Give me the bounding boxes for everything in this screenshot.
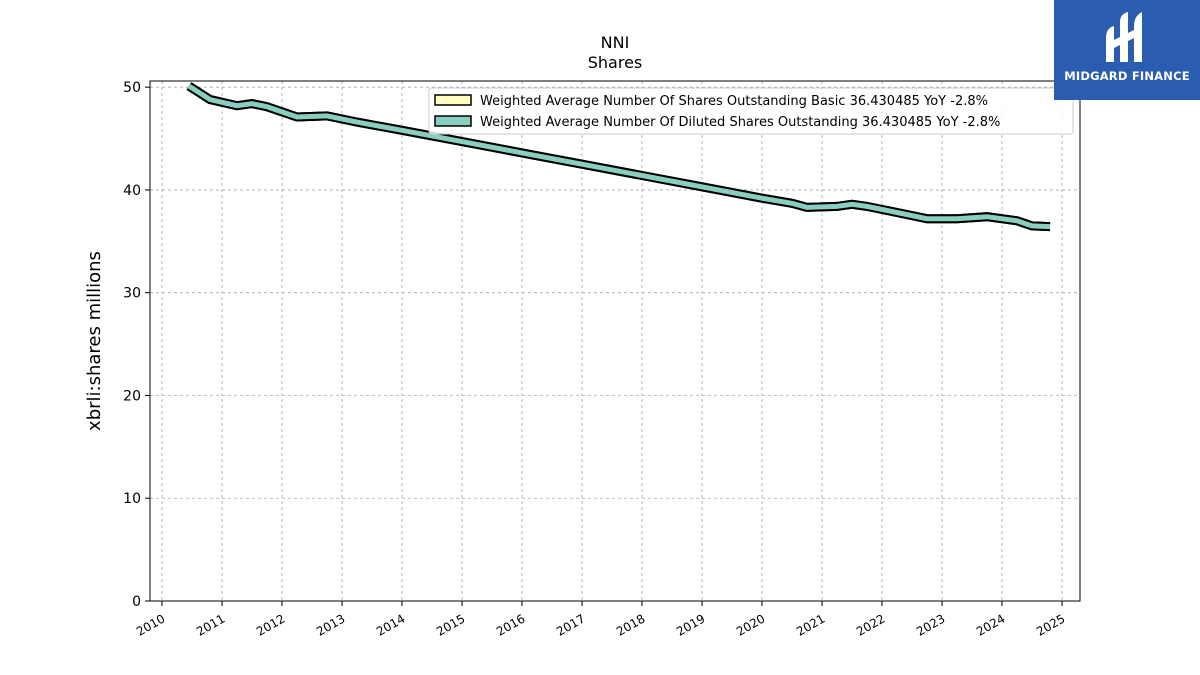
legend-swatch-1 xyxy=(434,115,472,127)
y-tick-label: 10 xyxy=(123,491,141,507)
legend[interactable]: Weighted Average Number Of Shares Outsta… xyxy=(428,87,1074,135)
y-tick-label: 20 xyxy=(123,388,141,404)
chart-subtitle: Shares xyxy=(587,53,643,72)
x-tick-label: 2018 xyxy=(614,611,647,638)
x-tick-label: 2011 xyxy=(194,611,227,638)
y-tick-label: 50 xyxy=(123,80,141,96)
x-tick-label: 2014 xyxy=(374,611,407,638)
y-tick-label: 30 xyxy=(123,286,141,302)
y-axis: 0 10 20 30 40 50 xyxy=(123,80,150,610)
x-tick-label: 2020 xyxy=(734,611,767,638)
x-tick-label: 2015 xyxy=(434,611,467,638)
x-tick-label: 2024 xyxy=(974,611,1007,638)
x-tick-label: 2017 xyxy=(554,611,587,638)
series-line-1 xyxy=(187,83,1051,230)
chart-title: NNI xyxy=(600,33,630,52)
x-tick-label: 2010 xyxy=(134,611,167,638)
series-layer xyxy=(186,82,1051,232)
legend-label-1: Weighted Average Number Of Diluted Share… xyxy=(480,115,1000,130)
x-axis: 2010 2011 2012 2013 2014 2015 2016 2017 2018 2019… xyxy=(134,601,1068,639)
y-axis-label: xbrli:shares millions xyxy=(84,251,105,431)
x-tick-label: 2022 xyxy=(854,611,887,638)
logo-text: MIDGARD FINANCE xyxy=(1064,69,1190,83)
x-tick-label: 2019 xyxy=(674,611,707,638)
x-tick-label: 2023 xyxy=(914,611,947,638)
x-tick-label: 2016 xyxy=(494,611,527,638)
midgard-logo-icon xyxy=(1106,12,1142,62)
legend-swatch-0 xyxy=(434,94,472,106)
legend-label-0: Weighted Average Number Of Shares Outsta… xyxy=(480,94,988,109)
x-tick-label: 2012 xyxy=(254,611,287,638)
midgard-logo: MIDGARD FINANCE xyxy=(1054,0,1200,100)
x-tick-label: 2025 xyxy=(1034,611,1067,638)
y-tick-label: 40 xyxy=(123,183,141,199)
grid-lines xyxy=(150,81,1080,602)
x-tick-label: 2021 xyxy=(794,611,827,638)
x-tick-label: 2013 xyxy=(314,611,347,638)
legend-box xyxy=(428,87,1074,135)
y-tick-label: 0 xyxy=(132,594,141,610)
plot-frame xyxy=(149,80,1081,602)
